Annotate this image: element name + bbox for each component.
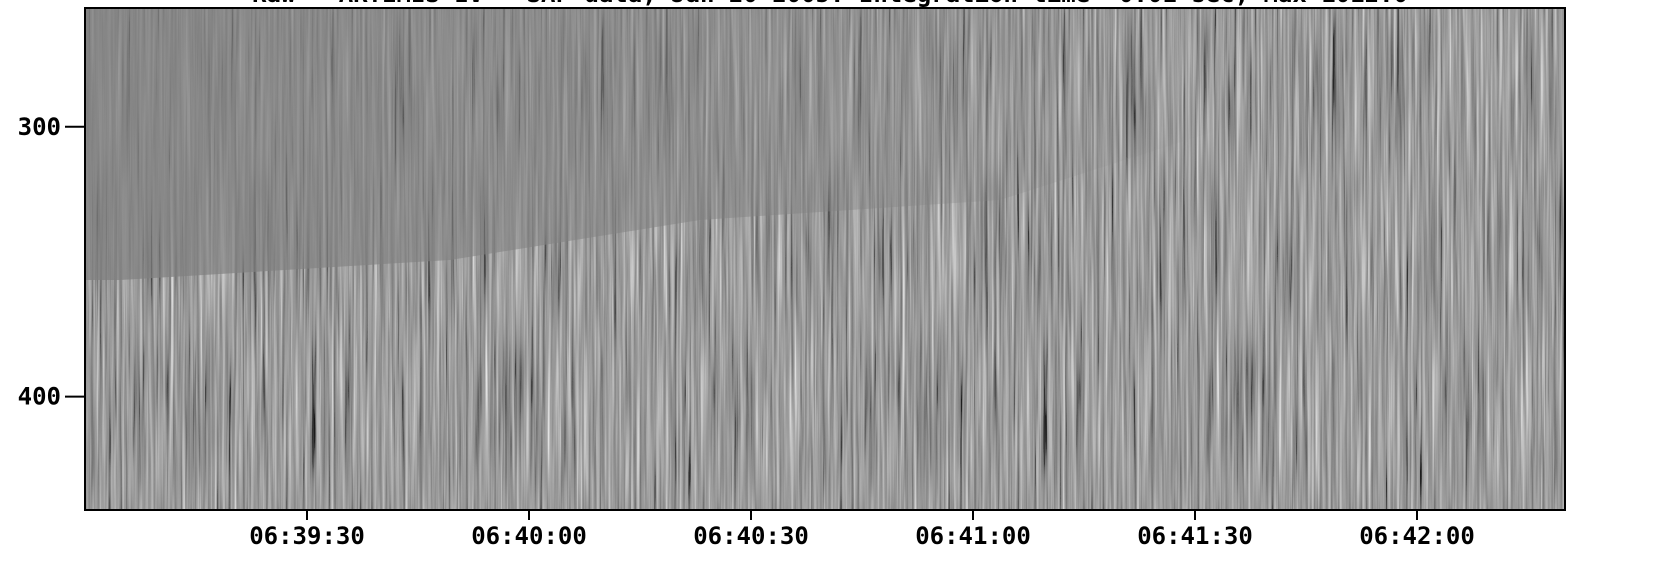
x-tick-label: 06:39:30: [249, 522, 365, 550]
x-tick-label: 06:40:30: [693, 522, 809, 550]
y-tick-label: 300: [18, 113, 61, 141]
y-tick-label: 400: [18, 383, 61, 411]
chart-title: Raw - ARTEMIS-IV - SAF data, Jan 20 2005…: [252, 0, 1408, 8]
quiet-region: [85, 8, 1250, 280]
x-tick-label: 06:42:00: [1359, 522, 1475, 550]
x-tick-label: 06:40:00: [471, 522, 587, 550]
x-tick-label: 06:41:00: [915, 522, 1031, 550]
x-tick-label: 06:41:30: [1137, 522, 1253, 550]
plot-frame: [84, 7, 1566, 511]
spectrogram-image: [85, 8, 1565, 510]
